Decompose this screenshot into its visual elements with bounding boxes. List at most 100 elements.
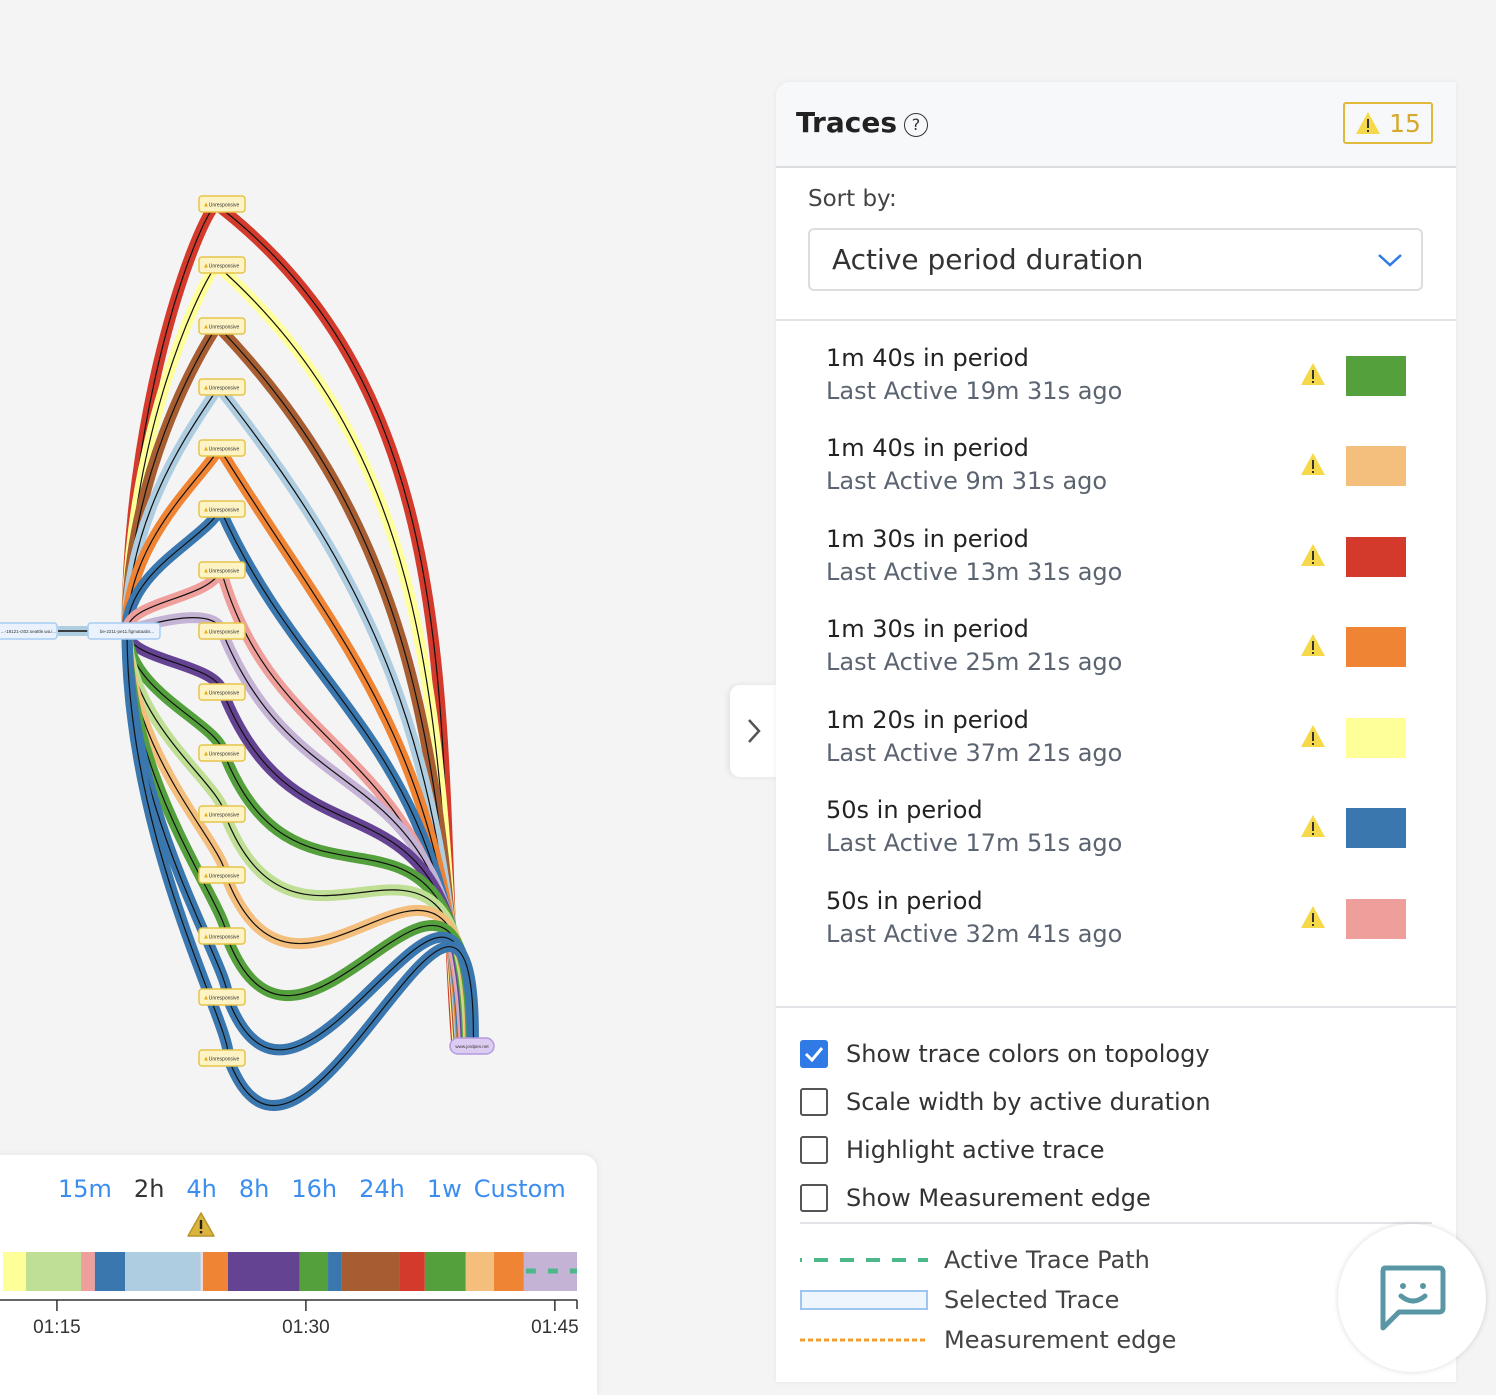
trace-row[interactable]: 1m 40s in period Last Active 9m 31s ago bbox=[776, 412, 1456, 503]
feedback-chat-button[interactable] bbox=[1338, 1224, 1486, 1372]
unresponsive-node[interactable]: Unresponsive bbox=[198, 561, 246, 579]
unresponsive-node[interactable]: Unresponsive bbox=[198, 500, 246, 518]
warning-triangle-icon bbox=[1301, 634, 1325, 656]
timeline-chart[interactable]: 01:15 01:30 01:45 bbox=[0, 1245, 597, 1365]
checkbox-checked[interactable] bbox=[800, 1040, 828, 1068]
chevron-right-icon bbox=[748, 719, 761, 743]
warning-triangle-icon bbox=[1301, 905, 1325, 928]
sort-value: Active period duration bbox=[832, 243, 1144, 276]
collapse-panel-button[interactable] bbox=[730, 685, 778, 777]
warning-triangle-icon bbox=[204, 385, 208, 390]
trace-color-swatch bbox=[1346, 898, 1406, 939]
node-label: Unresponsive bbox=[209, 508, 240, 514]
option-checkbox[interactable]: Show Measurement edge bbox=[800, 1174, 1211, 1222]
timeline-segment[interactable] bbox=[299, 1252, 329, 1291]
trace-last-active: Last Active 13m 31s ago bbox=[826, 557, 1123, 586]
trace-duration: 1m 30s in period bbox=[826, 615, 1029, 643]
trace-row[interactable]: 1m 30s in period Last Active 13m 31s ago bbox=[776, 503, 1456, 594]
source-node[interactable]: ...-18121-ct02.seattle.wa.i... bbox=[0, 622, 58, 640]
warning-triangle-icon bbox=[204, 873, 208, 878]
legend-selected-trace: Selected Trace bbox=[800, 1280, 1176, 1320]
node-label: Unresponsive bbox=[209, 630, 240, 636]
timeline-segment[interactable] bbox=[494, 1252, 524, 1291]
range-24h[interactable]: 24h bbox=[359, 1175, 405, 1203]
trace-row[interactable]: 50s in period Last Active 17m 51s ago bbox=[776, 774, 1456, 865]
node-label: www.jordpen.net bbox=[455, 1044, 489, 1049]
unresponsive-node[interactable]: Unresponsive bbox=[198, 866, 246, 884]
checkbox-unchecked[interactable] bbox=[800, 1136, 828, 1164]
timeline-segment[interactable] bbox=[203, 1252, 228, 1291]
warning-triangle-icon bbox=[204, 629, 208, 634]
unresponsive-node[interactable]: Unresponsive bbox=[198, 378, 246, 396]
timeline-segment[interactable] bbox=[81, 1252, 95, 1291]
node-label: Unresponsive bbox=[209, 264, 240, 270]
trace-row[interactable]: 50s in period Last Active 32m 41s ago bbox=[776, 865, 1456, 956]
topology-graph[interactable]: Unresponsive Unresponsive Unresponsive Unre… bbox=[0, 0, 760, 1150]
timeline-segment[interactable] bbox=[328, 1252, 342, 1291]
node-label: Unresponsive bbox=[209, 1057, 240, 1063]
timeline-segment[interactable] bbox=[200, 1252, 204, 1291]
option-checkbox[interactable]: Show trace colors on topology bbox=[800, 1030, 1211, 1078]
trace-last-active: Last Active 25m 21s ago bbox=[826, 648, 1123, 676]
timeline-segment[interactable] bbox=[227, 1252, 300, 1291]
option-label: Highlight active trace bbox=[846, 1136, 1105, 1164]
destination-node[interactable]: www.jordpen.net bbox=[449, 1037, 495, 1055]
unresponsive-node[interactable]: Unresponsive bbox=[198, 195, 246, 213]
range-2h[interactable]: 2h bbox=[133, 1175, 165, 1203]
option-checkbox[interactable]: Highlight active trace bbox=[800, 1126, 1211, 1174]
warning-triangle-icon bbox=[204, 568, 208, 573]
timeline-segment[interactable] bbox=[3, 1252, 26, 1291]
node-label: Unresponsive bbox=[209, 569, 240, 575]
trace-row[interactable]: 1m 30s in period Last Active 25m 21s ago bbox=[776, 593, 1456, 684]
option-checkbox[interactable]: Scale width by active duration bbox=[800, 1078, 1211, 1126]
legend-active-trace-path: Active Trace Path bbox=[800, 1240, 1176, 1280]
timeline-segment[interactable] bbox=[25, 1252, 82, 1291]
timeline-segment[interactable] bbox=[341, 1252, 400, 1291]
warning-triangle-icon bbox=[204, 263, 208, 268]
unresponsive-node[interactable]: Unresponsive bbox=[198, 439, 246, 457]
range-custom[interactable]: Custom bbox=[473, 1175, 566, 1203]
axis-tick-label: 01:45 bbox=[531, 1317, 579, 1338]
range-1w[interactable]: 1w bbox=[426, 1175, 462, 1203]
divider bbox=[800, 1222, 1432, 1224]
sort-label: Sort by: bbox=[808, 186, 897, 212]
legend-measurement-edge: Measurement edge bbox=[800, 1320, 1176, 1360]
timeline-segment[interactable] bbox=[94, 1252, 125, 1291]
unresponsive-node[interactable]: Unresponsive bbox=[198, 927, 246, 945]
checkbox-unchecked[interactable] bbox=[800, 1088, 828, 1116]
legend-label: Selected Trace bbox=[944, 1286, 1120, 1314]
trace-duration: 1m 40s in period bbox=[826, 434, 1029, 462]
unresponsive-node[interactable]: Unresponsive bbox=[198, 317, 246, 335]
trace-row[interactable]: 1m 40s in period Last Active 19m 31s ago bbox=[776, 322, 1456, 413]
trace-list[interactable]: 1m 40s in period Last Active 31m 51s ago… bbox=[776, 319, 1456, 1008]
range-15m[interactable]: 15m bbox=[58, 1175, 112, 1203]
question-circle-icon[interactable]: ? bbox=[904, 113, 928, 137]
timeline-panel: 15m 2h 4h 8h 16h 24h 1w Custom 01:15 01:3… bbox=[0, 1155, 597, 1395]
unresponsive-node[interactable]: Unresponsive bbox=[198, 805, 246, 823]
checkbox-unchecked[interactable] bbox=[800, 1184, 828, 1212]
source-node[interactable]: be-2211-pe11.figmataabs... bbox=[87, 622, 161, 640]
node-label: be-2211-pe11.figmataabs... bbox=[100, 629, 154, 634]
timeline-segment[interactable] bbox=[124, 1252, 201, 1291]
unresponsive-node[interactable]: Unresponsive bbox=[198, 744, 246, 762]
timeline-segment[interactable] bbox=[424, 1252, 466, 1291]
warning-triangle-icon bbox=[1301, 362, 1325, 385]
unresponsive-node[interactable]: Unresponsive bbox=[198, 1049, 246, 1067]
unresponsive-node[interactable]: Unresponsive bbox=[198, 256, 246, 274]
range-4h[interactable]: 4h bbox=[186, 1175, 217, 1203]
unresponsive-node[interactable]: Unresponsive bbox=[198, 683, 246, 701]
timeline-segment[interactable] bbox=[399, 1252, 425, 1291]
trace-row[interactable]: 1m 20s in period Last Active 37m 21s ago bbox=[776, 684, 1456, 775]
unresponsive-node[interactable]: Unresponsive bbox=[198, 622, 246, 640]
range-8h[interactable]: 8h bbox=[238, 1175, 270, 1203]
trace-color-swatch bbox=[1346, 808, 1406, 848]
node-label: Unresponsive bbox=[209, 203, 240, 209]
trace-duration: 50s in period bbox=[826, 886, 983, 915]
warning-count-badge[interactable]: 15 bbox=[1343, 102, 1433, 144]
warning-triangle-icon[interactable] bbox=[186, 1211, 216, 1239]
unresponsive-node[interactable]: Unresponsive bbox=[198, 988, 246, 1006]
range-16h[interactable]: 16h bbox=[291, 1175, 338, 1203]
timeline-segment[interactable] bbox=[465, 1252, 495, 1291]
trace-last-active: Last Active 9m 31s ago bbox=[826, 467, 1108, 495]
sort-select[interactable]: Active period duration bbox=[808, 228, 1423, 291]
